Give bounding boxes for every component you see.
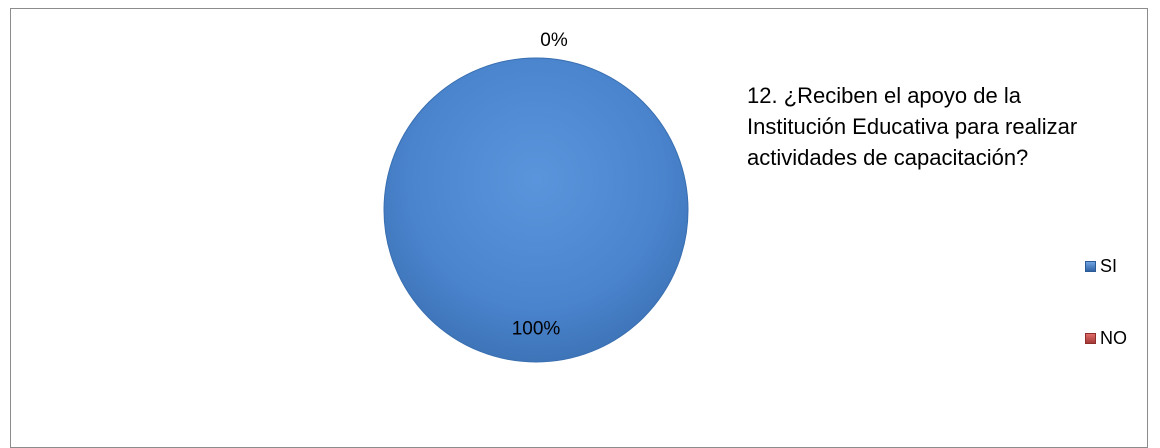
legend-item-no: NO (1085, 328, 1127, 349)
legend-label-si: SI (1100, 256, 1118, 276)
chart-title: 12. ¿Reciben el apoyo de la Institución … (747, 83, 1078, 170)
pie-slice-si (383, 57, 689, 363)
data-label-si: 100% (512, 319, 561, 340)
legend-swatch-si (1085, 261, 1096, 272)
legend-item-si: SI (1085, 256, 1117, 277)
data-label-no: 0% (540, 30, 568, 51)
legend-swatch-no (1085, 333, 1096, 344)
pie-chart: 100% 0% (383, 30, 689, 363)
legend-label-no: NO (1100, 328, 1127, 348)
